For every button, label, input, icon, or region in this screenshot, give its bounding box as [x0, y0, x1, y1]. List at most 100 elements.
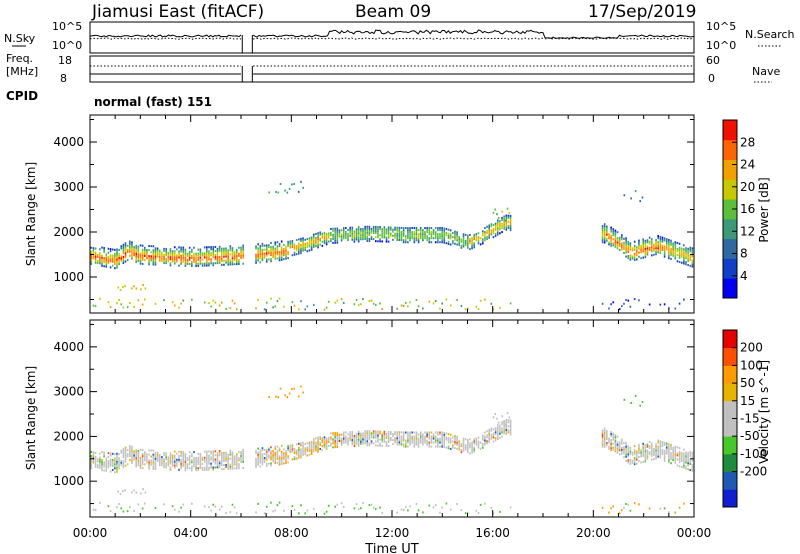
power-cell — [437, 235, 439, 238]
power-cell — [197, 256, 200, 259]
power-cell — [129, 250, 131, 253]
velocity-cell — [650, 446, 653, 449]
power-cell — [670, 251, 672, 254]
velocity-cell — [618, 449, 621, 452]
power-cell — [663, 249, 666, 252]
power-cell — [360, 303, 362, 306]
power-cell — [503, 225, 505, 228]
velocity-cell — [370, 436, 373, 439]
power-cell — [334, 235, 336, 238]
velocity-cell — [394, 437, 396, 440]
power-cell — [353, 236, 356, 239]
power-cell — [635, 254, 638, 257]
velocity-cell — [191, 465, 193, 468]
power-cell — [257, 243, 259, 246]
velocity-cell — [454, 437, 456, 440]
power-cell — [445, 232, 448, 235]
velocity-cell — [317, 444, 319, 447]
velocity-cell — [259, 461, 262, 464]
velocity-cell — [300, 456, 302, 459]
power-cell — [497, 217, 500, 220]
velocity-cell — [135, 451, 138, 454]
velocity-cell — [430, 437, 433, 440]
velocity-cell — [327, 444, 330, 447]
power-cell — [218, 257, 221, 260]
power-cell — [94, 255, 97, 258]
power-cell — [501, 210, 504, 213]
power-cell — [473, 244, 476, 247]
velocity-cell — [484, 502, 486, 505]
power-cell — [289, 240, 292, 243]
velocity-cell — [499, 510, 501, 513]
velocity-cell — [473, 450, 476, 453]
power-cell — [99, 254, 101, 257]
velocity-cell — [263, 453, 266, 456]
power-cell — [265, 248, 268, 251]
velocity-cell — [505, 427, 508, 430]
velocity-cell — [351, 435, 354, 438]
power-cell — [661, 238, 664, 241]
velocity-cell — [325, 441, 328, 444]
velocity-cell — [154, 463, 157, 466]
power-cell — [441, 233, 443, 236]
velocity-cell — [471, 451, 473, 454]
power-cell — [665, 248, 668, 251]
power-cell — [338, 229, 341, 232]
velocity-cell — [650, 444, 653, 447]
velocity-cell — [101, 467, 103, 470]
velocity-cell — [402, 439, 405, 442]
power-cell — [186, 252, 189, 255]
velocity-cell — [413, 435, 416, 438]
velocity-cell — [195, 467, 197, 470]
velocity-cell — [462, 445, 465, 448]
velocity-cell — [242, 466, 244, 469]
power-cell — [477, 238, 480, 241]
velocity-cell — [193, 457, 195, 460]
velocity-cell — [287, 445, 289, 448]
velocity-cell — [432, 433, 435, 436]
power-cell — [182, 256, 185, 259]
power-cell — [618, 240, 621, 243]
power-cell — [148, 261, 150, 264]
velocity-cell — [323, 446, 326, 449]
power-cell — [644, 245, 647, 248]
velocity-cell — [122, 466, 125, 469]
power-cell — [691, 251, 694, 254]
velocity-cell — [188, 461, 191, 464]
velocity-cell — [216, 458, 219, 461]
velocity-cell — [676, 464, 679, 467]
power-cell — [452, 240, 454, 243]
power-cell — [302, 245, 304, 248]
power-cell — [612, 234, 615, 237]
velocity-cell — [458, 444, 461, 447]
velocity-cell — [490, 435, 493, 438]
velocity-cell — [422, 433, 424, 436]
velocity-cell — [184, 454, 187, 458]
velocity-cell — [606, 432, 608, 435]
power-cell — [454, 234, 456, 237]
power-cell — [614, 235, 617, 238]
velocity-cell — [178, 510, 180, 513]
colorbar-tick-label: 50 — [740, 376, 755, 390]
velocity-cell — [193, 451, 195, 454]
power-cell — [345, 237, 347, 240]
power-cell — [676, 260, 679, 263]
velocity-cell — [111, 462, 114, 465]
velocity-cell — [135, 463, 138, 466]
power-cell — [220, 253, 223, 256]
velocity-cell — [173, 456, 176, 459]
velocity-cell — [479, 441, 482, 444]
velocity-cell — [139, 460, 142, 463]
power-cell — [449, 237, 452, 240]
velocity-cell — [169, 462, 172, 465]
power-cell — [276, 257, 279, 260]
power-cell — [496, 213, 498, 216]
power-cell — [668, 240, 670, 243]
power-cell — [184, 252, 187, 255]
velocity-cell — [306, 442, 309, 445]
power-cell — [349, 230, 351, 233]
velocity-cell — [327, 504, 330, 507]
power-cell — [336, 237, 339, 240]
velocity-cell — [477, 511, 480, 515]
power-cell — [238, 258, 240, 261]
